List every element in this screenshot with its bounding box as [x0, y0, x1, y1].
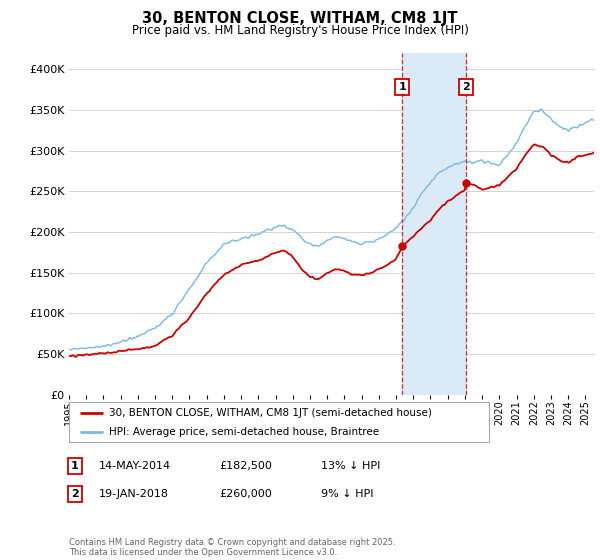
- Text: £182,500: £182,500: [219, 461, 272, 471]
- Text: 2: 2: [462, 82, 470, 92]
- Text: 2: 2: [71, 489, 79, 499]
- Text: 13% ↓ HPI: 13% ↓ HPI: [321, 461, 380, 471]
- Text: 30, BENTON CLOSE, WITHAM, CM8 1JT (semi-detached house): 30, BENTON CLOSE, WITHAM, CM8 1JT (semi-…: [109, 408, 432, 418]
- Text: 30, BENTON CLOSE, WITHAM, CM8 1JT: 30, BENTON CLOSE, WITHAM, CM8 1JT: [142, 11, 458, 26]
- Text: Price paid vs. HM Land Registry's House Price Index (HPI): Price paid vs. HM Land Registry's House …: [131, 24, 469, 36]
- Text: 1: 1: [71, 461, 79, 471]
- Bar: [403, 53, 466, 395]
- Text: 1: 1: [398, 82, 406, 92]
- Text: 19-JAN-2018: 19-JAN-2018: [99, 489, 169, 499]
- Text: Contains HM Land Registry data © Crown copyright and database right 2025.
This d: Contains HM Land Registry data © Crown c…: [69, 538, 395, 557]
- Text: 14-MAY-2014: 14-MAY-2014: [99, 461, 171, 471]
- Text: 9% ↓ HPI: 9% ↓ HPI: [321, 489, 373, 499]
- Text: £260,000: £260,000: [219, 489, 272, 499]
- Text: HPI: Average price, semi-detached house, Braintree: HPI: Average price, semi-detached house,…: [109, 427, 379, 437]
